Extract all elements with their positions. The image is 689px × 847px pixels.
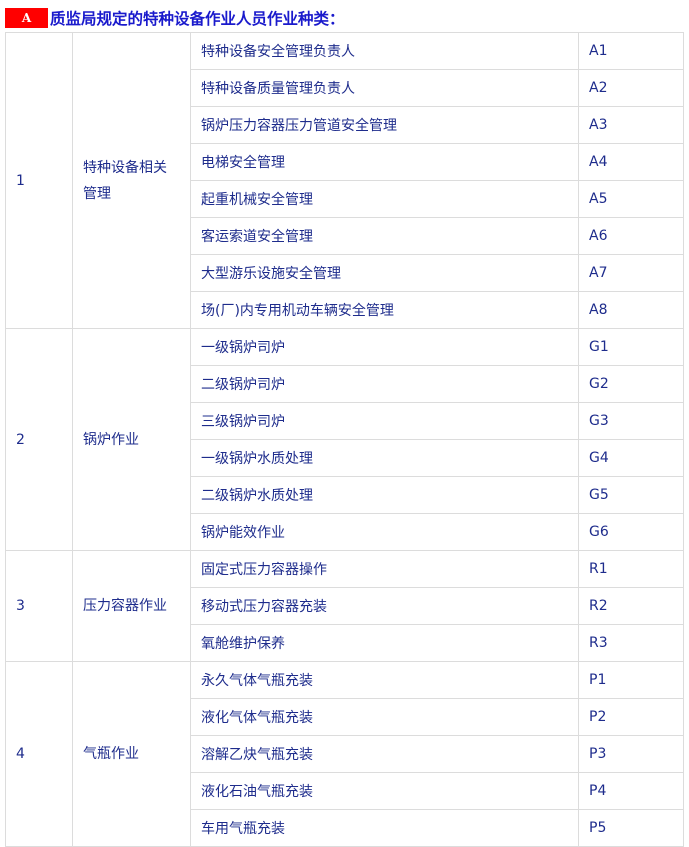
item-code: A4 [578,143,684,181]
item-code: G1 [578,328,684,366]
table-row: 三级锅炉司炉 G3 [6,402,684,440]
item-name: 移动式压力容器充装 [190,587,579,625]
item-name: 场(厂)内专用机动车辆安全管理 [190,291,579,329]
group-category: 特种设备相关管理 [72,32,191,329]
item-code: G2 [578,365,684,403]
item-code: A1 [578,32,684,70]
group-number: 1 [5,32,73,329]
item-code: G5 [578,476,684,514]
table-row: 大型游乐设施安全管理 A7 [6,254,684,292]
table-row: 锅炉压力容器压力管道安全管理 A3 [6,106,684,144]
item-name: 溶解乙炔气瓶充装 [190,735,579,773]
item-code: R1 [578,550,684,588]
table-row: 二级锅炉司炉 G2 [6,365,684,403]
table-row: 液化气体气瓶充装 P2 [6,698,684,736]
table-row: 二级锅炉水质处理 G5 [6,476,684,514]
operator-category-table: 1 特种设备相关管理 特种设备安全管理负责人 A1 特种设备质量管理负责人 A2 锅炉压力容… [5,32,684,847]
section-heading: A 质监局规定的特种设备作业人员作业种类： [5,8,345,28]
item-name: 一级锅炉司炉 [190,328,579,366]
item-name: 锅炉能效作业 [190,513,579,551]
item-code: G4 [578,439,684,477]
table-row: 2 锅炉作业 一级锅炉司炉 G1 [5,328,684,551]
item-name: 二级锅炉司炉 [190,365,579,403]
item-name: 液化石油气瓶充装 [190,772,579,810]
item-name: 电梯安全管理 [190,143,579,181]
table-row: 溶解乙炔气瓶充装 P3 [6,735,684,773]
table-row: 1 特种设备相关管理 特种设备安全管理负责人 A1 [5,32,684,329]
item-name: 特种设备质量管理负责人 [190,69,579,107]
item-name: 氧舱维护保养 [190,624,579,662]
table-row: 3 压力容器作业 固定式压力容器操作 R1 [5,550,684,662]
item-name: 二级锅炉水质处理 [190,476,579,514]
item-name: 液化气体气瓶充装 [190,698,579,736]
item-code: P1 [578,661,684,699]
table-row: 特种设备质量管理负责人 A2 [6,69,684,107]
item-name: 永久气体气瓶充装 [190,661,579,699]
table-row: 起重机械安全管理 A5 [6,180,684,218]
group-number: 4 [5,661,73,847]
item-name: 客运索道安全管理 [190,217,579,255]
item-code: R2 [578,587,684,625]
item-name: 大型游乐设施安全管理 [190,254,579,292]
item-code: P4 [578,772,684,810]
section-title: 质监局规定的特种设备作业人员作业种类： [50,10,345,28]
table-row: 场(厂)内专用机动车辆安全管理 A8 [6,291,684,329]
item-name: 一级锅炉水质处理 [190,439,579,477]
item-name: 固定式压力容器操作 [190,550,579,588]
table-row: 电梯安全管理 A4 [6,143,684,181]
item-code: G6 [578,513,684,551]
item-code: A2 [578,69,684,107]
table-row: 液化石油气瓶充装 P4 [6,772,684,810]
table-row: 移动式压力容器充装 R2 [6,587,684,625]
table-row: 4 气瓶作业 永久气体气瓶充装 P1 [5,661,684,847]
table-row: 锅炉能效作业 G6 [6,513,684,551]
item-name: 锅炉压力容器压力管道安全管理 [190,106,579,144]
item-code: A6 [578,217,684,255]
section-badge: A [5,8,48,28]
group-number: 2 [5,328,73,551]
item-code: P2 [578,698,684,736]
item-name: 三级锅炉司炉 [190,402,579,440]
item-code: A3 [578,106,684,144]
table-row: 客运索道安全管理 A6 [6,217,684,255]
item-name: 特种设备安全管理负责人 [190,32,579,70]
item-code: R3 [578,624,684,662]
item-code: A5 [578,180,684,218]
item-code: G3 [578,402,684,440]
item-code: P3 [578,735,684,773]
group-category: 压力容器作业 [72,550,191,662]
group-category: 气瓶作业 [72,661,191,847]
group-category: 锅炉作业 [72,328,191,551]
group-number: 3 [5,550,73,662]
item-code: A7 [578,254,684,292]
table-row: 氧舱维护保养 R3 [6,624,684,662]
item-code: A8 [578,291,684,329]
item-name: 起重机械安全管理 [190,180,579,218]
